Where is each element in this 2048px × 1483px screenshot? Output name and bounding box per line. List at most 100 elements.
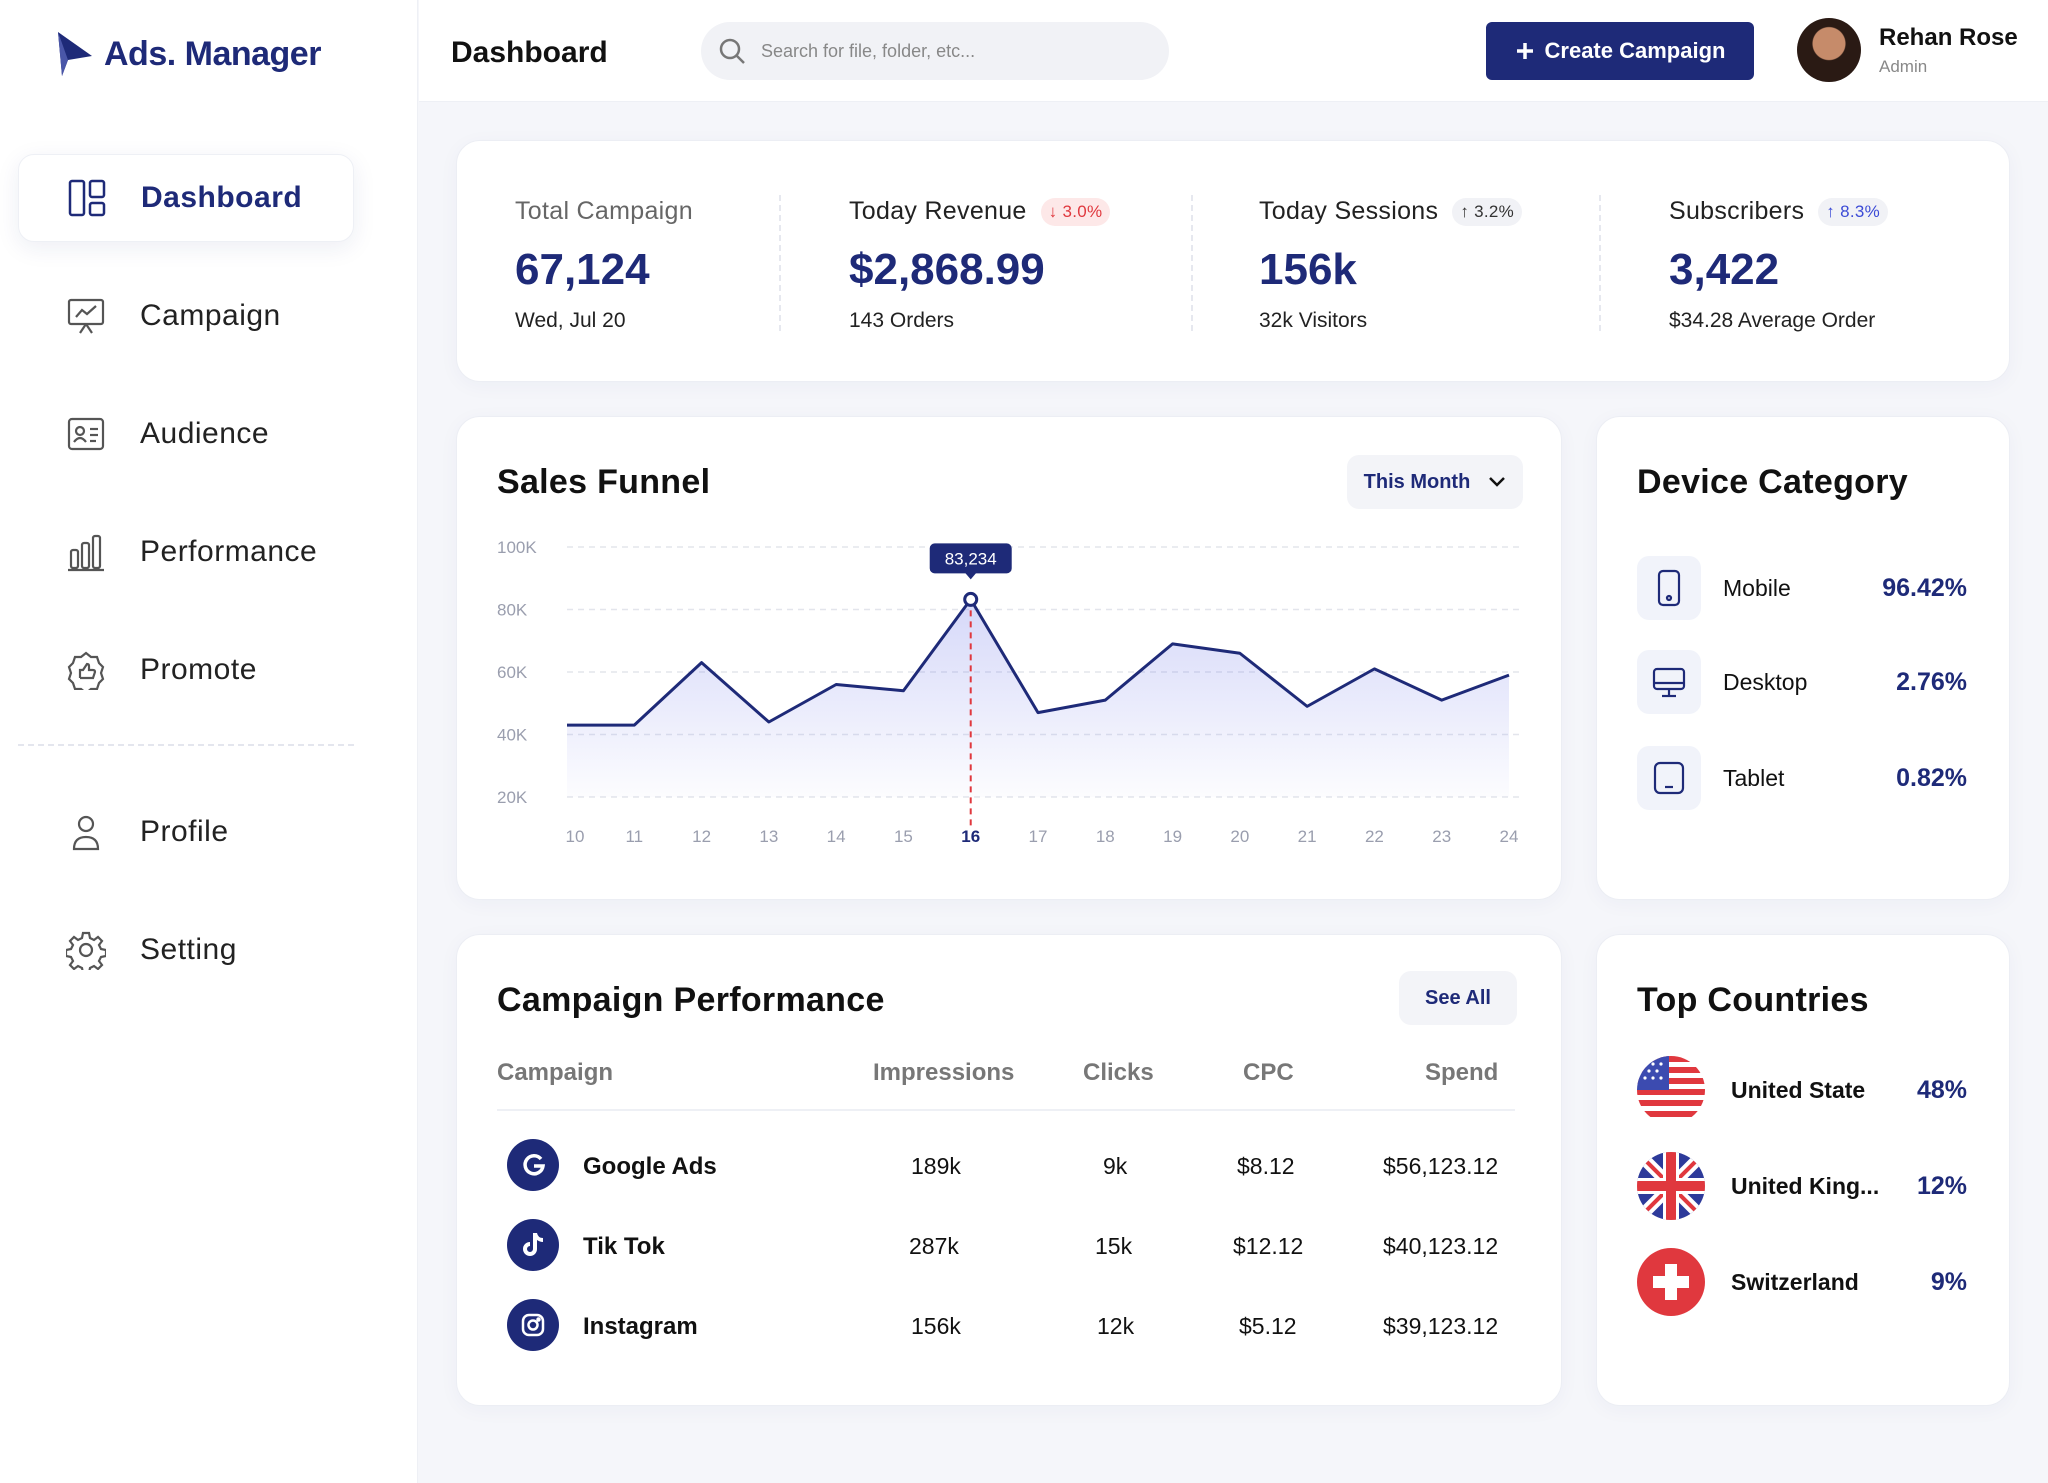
device-row-mobile: Mobile 96.42% <box>1637 555 1967 621</box>
country-name: Switzerland <box>1731 1268 1859 1295</box>
stat-label: Today Revenue <box>849 197 1027 225</box>
stat-label-row: Today Sessions ↑ 3.2% <box>1259 197 1523 227</box>
tooltip-value: 83,234 <box>945 549 997 568</box>
x-tick-label: 13 <box>759 827 778 846</box>
sidebar-item-dashboard[interactable]: Dashboard <box>18 154 354 242</box>
stat-sub: Wed, Jul 20 <box>515 309 626 332</box>
id-card-icon <box>66 414 106 454</box>
google-icon <box>507 1139 559 1191</box>
campaign-name: Tik Tok <box>583 1233 665 1260</box>
trend-up-badge: ↑ 8.3% <box>1818 198 1889 227</box>
promote-badge-icon <box>66 650 106 690</box>
country-row-us[interactable]: United State 48% <box>1637 1055 1967 1125</box>
sidebar-item-audience[interactable]: Audience <box>18 390 354 478</box>
instagram-icon <box>507 1299 559 1351</box>
logo-text: Ads. Manager <box>104 34 321 73</box>
cpc-value: $12.12 <box>1233 1233 1304 1259</box>
sidebar-item-label: Promote <box>140 653 257 686</box>
device-category-card: Device Category Mobile 96.42% Desktop 2.… <box>1596 416 2010 900</box>
country-name: United King... <box>1731 1172 1880 1199</box>
trend-up-badge: ↑ 3.2% <box>1452 198 1523 227</box>
device-row-desktop: Desktop 2.76% <box>1637 649 1967 715</box>
y-tick-label: 80K <box>497 601 528 620</box>
user-role: Admin <box>1879 57 1928 76</box>
avatar[interactable] <box>1797 18 1861 82</box>
sidebar-item-performance[interactable]: Performance <box>18 508 354 596</box>
sidebar-item-promote[interactable]: Promote <box>18 626 354 714</box>
create-campaign-label: Create Campaign <box>1544 38 1726 63</box>
user-icon <box>66 812 106 852</box>
column-header-impressions: Impressions <box>873 1059 1015 1086</box>
y-tick-label: 60K <box>497 663 528 682</box>
search-input[interactable] <box>761 40 1141 62</box>
table-row[interactable]: Google Ads 189k 9k $8.12 $56,123.12 <box>497 1133 1515 1205</box>
x-tick-label: 11 <box>625 827 643 846</box>
sidebar-item-label: Setting <box>140 933 237 966</box>
stat-label: Total Campaign <box>515 197 693 225</box>
device-row-tablet: Tablet 0.82% <box>1637 745 1967 811</box>
column-header-cpc: CPC <box>1243 1059 1294 1086</box>
stat-sub: 32k Visitors <box>1259 309 1368 332</box>
sidebar-item-campaign[interactable]: Campaign <box>18 272 354 360</box>
impressions-value: 156k <box>911 1313 961 1339</box>
device-name: Mobile <box>1723 574 1791 601</box>
column-header-campaign: Campaign <box>497 1059 614 1086</box>
stat-divider <box>1599 195 1601 331</box>
device-category-title: Device Category <box>1637 463 1908 501</box>
stat-value: 156k <box>1259 245 1357 294</box>
plus-icon <box>1516 43 1533 59</box>
stat-sub: $34.28 Average Order <box>1669 309 1876 332</box>
campaign-name: Instagram <box>583 1313 698 1340</box>
stat-value: $2,868.99 <box>849 245 1045 294</box>
column-header-clicks: Clicks <box>1083 1059 1154 1086</box>
x-tick-label: 17 <box>1029 827 1048 846</box>
y-tick-label: 100K <box>497 538 537 557</box>
uk-flag-icon <box>1637 1152 1705 1220</box>
us-flag-icon <box>1637 1056 1705 1124</box>
country-row-uk[interactable]: United King... 12% <box>1637 1151 1967 1221</box>
spend-value: $39,123.12 <box>1383 1313 1499 1339</box>
x-tick-label: 24 <box>1500 827 1519 846</box>
gear-icon <box>66 930 106 970</box>
device-percent: 96.42% <box>1882 573 1967 602</box>
search-bar[interactable] <box>701 22 1169 80</box>
create-campaign-button[interactable]: Create Campaign <box>1486 22 1754 80</box>
y-tick-label: 20K <box>497 788 528 807</box>
sidebar-item-setting[interactable]: Setting <box>18 906 354 994</box>
table-row[interactable]: Instagram 156k 12k $5.12 $39,123.12 <box>497 1293 1515 1365</box>
period-label: This Month <box>1363 470 1471 493</box>
top-countries-card: Top Countries United State 48% United Ki… <box>1596 934 2010 1406</box>
top-header: Dashboard Create Campaign Rehan Rose Adm… <box>419 0 2048 102</box>
sidebar-item-profile[interactable]: Profile <box>18 788 354 876</box>
impressions-value: 287k <box>909 1233 959 1259</box>
highlight-point <box>963 591 979 607</box>
device-percent: 2.76% <box>1896 667 1967 696</box>
device-name: Desktop <box>1723 668 1808 695</box>
sidebar-item-label: Performance <box>140 535 318 568</box>
desktop-icon <box>1637 650 1701 714</box>
stat-label: Today Sessions <box>1259 197 1439 225</box>
table-row[interactable]: Tik Tok 287k 15k $12.12 $40,123.12 <box>497 1213 1515 1285</box>
sales-funnel-card: Sales Funnel This Month 100K 80K 60K 40K 20K… <box>456 416 1562 900</box>
x-tick-label: 12 <box>692 827 711 846</box>
country-row-switzerland[interactable]: Switzerland 9% <box>1637 1247 1967 1317</box>
stat-value: 67,124 <box>515 245 650 294</box>
tiktok-icon <box>507 1219 559 1271</box>
stat-label-row: Today Revenue ↓ 3.0% <box>849 197 1111 227</box>
period-dropdown[interactable]: This Month <box>1347 455 1523 509</box>
x-tick-label: 18 <box>1096 827 1115 846</box>
campaign-performance-card: Campaign Performance See All Campaign Im… <box>456 934 1562 1406</box>
clicks-value: 12k <box>1097 1313 1135 1339</box>
campaign-performance-title: Campaign Performance <box>497 981 885 1019</box>
x-tick-label: 14 <box>827 827 846 846</box>
app-logo[interactable]: Ads. Manager <box>54 30 321 78</box>
see-all-button[interactable]: See All <box>1399 971 1517 1025</box>
mobile-icon <box>1637 556 1701 620</box>
trend-down-badge: ↓ 3.0% <box>1040 198 1111 227</box>
clicks-value: 15k <box>1095 1233 1133 1259</box>
logo-icon <box>58 32 92 76</box>
stat-label: Subscribers <box>1669 197 1805 225</box>
impressions-value: 189k <box>911 1153 961 1179</box>
x-tick-label: 19 <box>1163 827 1182 846</box>
country-percent: 9% <box>1930 1267 1967 1296</box>
